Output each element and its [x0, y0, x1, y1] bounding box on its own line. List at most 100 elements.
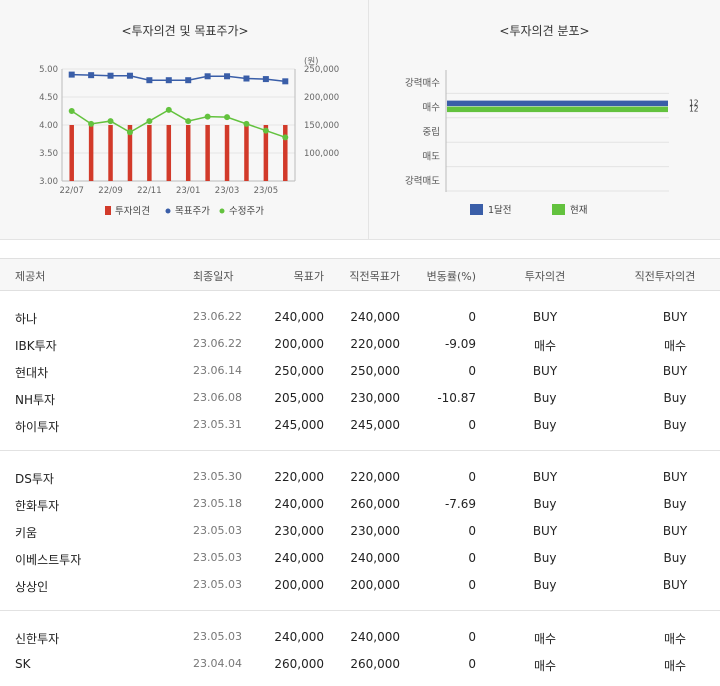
dist-bar-prev-month: [447, 100, 668, 107]
adjusted-price-point: [262, 127, 269, 134]
table-row: 하이투자 23.05.31 245,000 245,000 0 Buy Buy: [0, 412, 720, 439]
date-cell: 23.05.03: [193, 630, 242, 643]
prev-target-price-cell: 245,000: [350, 418, 400, 432]
legend-marker-target: [165, 208, 171, 214]
opinion-cell: BUY: [532, 364, 558, 378]
date-cell: 23.06.14: [193, 364, 242, 377]
opinion-bar: [244, 125, 249, 181]
prev-opinion-cell: Buy: [663, 551, 687, 565]
target-price-point: [165, 77, 172, 84]
legend-label: 목표주가: [175, 206, 210, 217]
target-price-point: [88, 72, 95, 79]
header-opinion: 투자의견: [524, 270, 566, 283]
target-price-cell: 200,000: [274, 337, 324, 351]
prev-opinion-cell: BUY: [662, 364, 688, 378]
provider-cell: DS투자: [15, 472, 54, 486]
opinion-cell: Buy: [533, 578, 557, 592]
opinion-bar: [205, 125, 210, 181]
adjusted-price-point: [204, 113, 211, 120]
table-row: 하나 23.06.22 240,000 240,000 0 BUY BUY: [0, 304, 720, 331]
table-row: IBK투자 23.06.22 200,000 220,000 -9.09 매수 매수: [0, 331, 720, 358]
right-axis-tick-label: 100,000: [304, 149, 339, 159]
opinion-cell: BUY: [532, 470, 558, 484]
table-row: DS투자 23.05.30 220,000 220,000 0 BUY BUY: [0, 464, 720, 491]
target-price-cell: 240,000: [274, 310, 324, 324]
legend-label: 투자의견: [115, 205, 150, 217]
date-cell: 23.06.08: [193, 391, 242, 404]
legend-marker-opinion: [105, 206, 111, 215]
x-axis-tick-label: 22/09: [98, 186, 123, 196]
header-change-rate: 변동률(%): [426, 270, 476, 283]
category-label: 매수: [423, 103, 441, 114]
date-cell: 23.06.22: [193, 337, 242, 350]
target-price-point: [243, 75, 250, 82]
prev-opinion-cell: 매수: [663, 659, 687, 673]
prev-target-price-cell: 250,000: [350, 364, 400, 378]
provider-cell: SK: [15, 657, 31, 671]
left-axis-tick-label: 3.50: [39, 149, 58, 159]
right-axis-tick-label: 200,000: [304, 93, 339, 103]
target-price-point: [107, 72, 114, 79]
provider-cell: 이베스트투자: [15, 553, 82, 567]
table-group: DS투자 23.05.30 220,000 220,000 0 BUY BUY 한화투자 23.…: [0, 451, 720, 611]
table-row: SK 23.04.04 260,000 260,000 0 매수 매수: [0, 651, 720, 678]
date-cell: 23.06.22: [193, 310, 242, 323]
opinion-cell: Buy: [533, 391, 557, 405]
table-row: NH투자 23.06.08 205,000 230,000 -10.87 Buy Buy: [0, 385, 720, 412]
date-cell: 23.05.31: [193, 418, 242, 431]
prev-target-price-cell: 240,000: [350, 551, 400, 565]
header-provider: 제공처: [15, 270, 46, 283]
prev-opinion-cell: Buy: [663, 391, 687, 405]
header-prev-target-price: 직전목표가: [349, 270, 400, 283]
opinion-cell: BUY: [532, 310, 558, 324]
target-price-point: [185, 77, 192, 84]
opinion-bar: [263, 125, 269, 181]
change-rate-cell: 0: [468, 310, 476, 324]
adjusted-price-line: [71, 109, 286, 139]
prev-target-price-cell: 240,000: [350, 310, 400, 324]
opinion-cell: Buy: [533, 497, 557, 511]
adjusted-price-point: [185, 118, 192, 125]
table-body: 하나 23.06.22 240,000 240,000 0 BUY BUY IBK투자 23.0…: [0, 291, 720, 678]
header-prev-opinion: 직전투자의견: [634, 270, 696, 283]
prev-opinion-cell: BUY: [662, 524, 688, 538]
opinion-bar: [108, 125, 113, 181]
left-axis-tick-label: 4.00: [39, 121, 58, 131]
opinion-target-chart: 5.00 4.50 4.00 3.50 3.00 250,000 200,000 150,00…: [39, 57, 339, 217]
legend-marker-current: [552, 204, 565, 215]
left-axis-tick-label: 3.00: [39, 177, 58, 187]
opinion-cell: 매수: [533, 632, 557, 646]
change-rate-cell: 0: [468, 578, 476, 592]
charts-section: <투자의견 및 목표주가> 5.00 4.50 4.00 3.50 3.00 250,00…: [0, 0, 720, 240]
prev-target-price-cell: 200,000: [350, 578, 400, 592]
opinion-distribution-chart-title: <투자의견 분포>: [499, 24, 590, 38]
header-date: 최종일자: [193, 270, 234, 283]
prev-opinion-cell: Buy: [663, 497, 687, 511]
legend-marker-prev-month: [470, 204, 483, 215]
provider-cell: 한화투자: [15, 499, 60, 513]
table-group: 신한투자 23.05.03 240,000 240,000 0 매수 매수 SK 23.04.0…: [0, 611, 720, 678]
opinion-bar: [224, 125, 230, 181]
opinion-bar: [166, 125, 172, 181]
adjusted-price-point: [107, 118, 114, 125]
right-axis-tick-label: 150,000: [304, 121, 339, 131]
table-row: 현대차 23.06.14 250,000 250,000 0 BUY BUY: [0, 358, 720, 385]
change-rate-cell: 0: [468, 524, 476, 538]
category-label: 매도: [423, 151, 441, 162]
adjusted-price-point: [68, 108, 75, 114]
date-cell: 23.05.18: [193, 497, 242, 510]
left-axis-tick-label: 4.50: [39, 93, 58, 103]
target-price-cell: 240,000: [274, 497, 324, 511]
dist-bar-current: [447, 106, 668, 113]
opinion-bar: [127, 125, 133, 181]
opinion-bar: [185, 125, 191, 181]
provider-cell: 키움: [15, 526, 38, 540]
prev-target-price-cell: 230,000: [350, 391, 400, 405]
table-row: 상상인 23.05.03 200,000 200,000 0 Buy BUY: [0, 572, 720, 599]
target-price-point: [126, 72, 133, 79]
target-price-cell: 200,000: [274, 578, 324, 592]
right-axis-unit: (원): [304, 57, 318, 67]
opinion-cell: 매수: [533, 339, 557, 353]
target-price-cell: 240,000: [274, 551, 324, 565]
right-axis-tick-label: 250,000: [304, 65, 339, 75]
